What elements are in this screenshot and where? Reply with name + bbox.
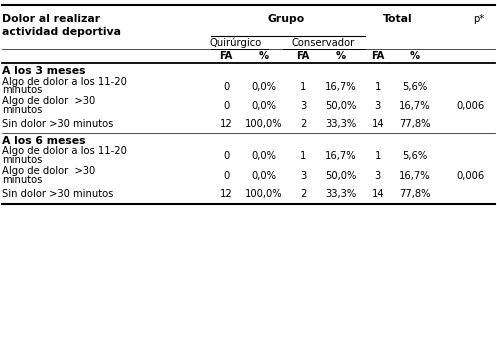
- Text: 12: 12: [220, 119, 233, 129]
- Text: 0: 0: [223, 82, 229, 92]
- Text: minutos: minutos: [2, 155, 43, 165]
- Text: FA: FA: [297, 51, 310, 61]
- Text: 3: 3: [300, 101, 306, 111]
- Text: 0,006: 0,006: [456, 171, 485, 181]
- Text: 16,7%: 16,7%: [325, 151, 356, 161]
- Text: 100,0%: 100,0%: [245, 189, 282, 199]
- Text: Algo de dolor a los 11-20: Algo de dolor a los 11-20: [2, 146, 127, 156]
- Text: 0,006: 0,006: [456, 101, 485, 111]
- Text: 0: 0: [223, 151, 229, 161]
- Text: Dolor al realizar: Dolor al realizar: [2, 14, 100, 24]
- Text: 3: 3: [300, 171, 306, 181]
- Text: %: %: [258, 51, 268, 61]
- Text: 14: 14: [371, 189, 384, 199]
- Text: 16,7%: 16,7%: [325, 82, 356, 92]
- Text: Total: Total: [383, 14, 413, 24]
- Text: minutos: minutos: [2, 175, 43, 185]
- Text: Sin dolor >30 minutos: Sin dolor >30 minutos: [2, 119, 114, 129]
- Text: 0: 0: [223, 101, 229, 111]
- Text: 2: 2: [300, 189, 306, 199]
- Text: 14: 14: [371, 119, 384, 129]
- Text: Algo de dolor  >30: Algo de dolor >30: [2, 96, 96, 106]
- Text: 33,3%: 33,3%: [325, 119, 356, 129]
- Text: 1: 1: [300, 82, 306, 92]
- Text: 16,7%: 16,7%: [399, 171, 431, 181]
- Text: 0,0%: 0,0%: [251, 171, 276, 181]
- Text: Quirúrgico: Quirúrgico: [210, 38, 262, 48]
- Text: actividad deportiva: actividad deportiva: [2, 27, 121, 37]
- Text: 5,6%: 5,6%: [403, 82, 427, 92]
- Text: 1: 1: [300, 151, 306, 161]
- Text: %: %: [335, 51, 345, 61]
- Text: Grupo: Grupo: [267, 14, 304, 24]
- Text: 5,6%: 5,6%: [403, 151, 427, 161]
- Text: 0,0%: 0,0%: [251, 101, 276, 111]
- Text: FA: FA: [220, 51, 233, 61]
- Text: p*: p*: [473, 14, 485, 24]
- Text: Algo de dolor a los 11-20: Algo de dolor a los 11-20: [2, 77, 127, 87]
- Text: 2: 2: [300, 119, 306, 129]
- Text: %: %: [410, 51, 420, 61]
- Text: 0: 0: [223, 171, 229, 181]
- Text: A los 3 meses: A los 3 meses: [2, 66, 86, 76]
- Text: 50,0%: 50,0%: [325, 171, 356, 181]
- Text: 12: 12: [220, 189, 233, 199]
- Text: 0,0%: 0,0%: [251, 82, 276, 92]
- Text: 77,8%: 77,8%: [399, 119, 431, 129]
- Text: 100,0%: 100,0%: [245, 119, 282, 129]
- Text: Algo de dolor  >30: Algo de dolor >30: [2, 166, 96, 176]
- Text: 0,0%: 0,0%: [251, 151, 276, 161]
- Text: 77,8%: 77,8%: [399, 189, 431, 199]
- Text: minutos: minutos: [2, 86, 43, 95]
- Text: Sin dolor >30 minutos: Sin dolor >30 minutos: [2, 189, 114, 199]
- Text: 50,0%: 50,0%: [325, 101, 356, 111]
- Text: minutos: minutos: [2, 105, 43, 115]
- Text: 16,7%: 16,7%: [399, 101, 431, 111]
- Text: 3: 3: [375, 171, 381, 181]
- Text: Conservador: Conservador: [291, 38, 355, 48]
- Text: 1: 1: [375, 82, 381, 92]
- Text: 33,3%: 33,3%: [325, 189, 356, 199]
- Text: 1: 1: [375, 151, 381, 161]
- Text: A los 6 meses: A los 6 meses: [2, 136, 86, 146]
- Text: 3: 3: [375, 101, 381, 111]
- Text: FA: FA: [371, 51, 384, 61]
